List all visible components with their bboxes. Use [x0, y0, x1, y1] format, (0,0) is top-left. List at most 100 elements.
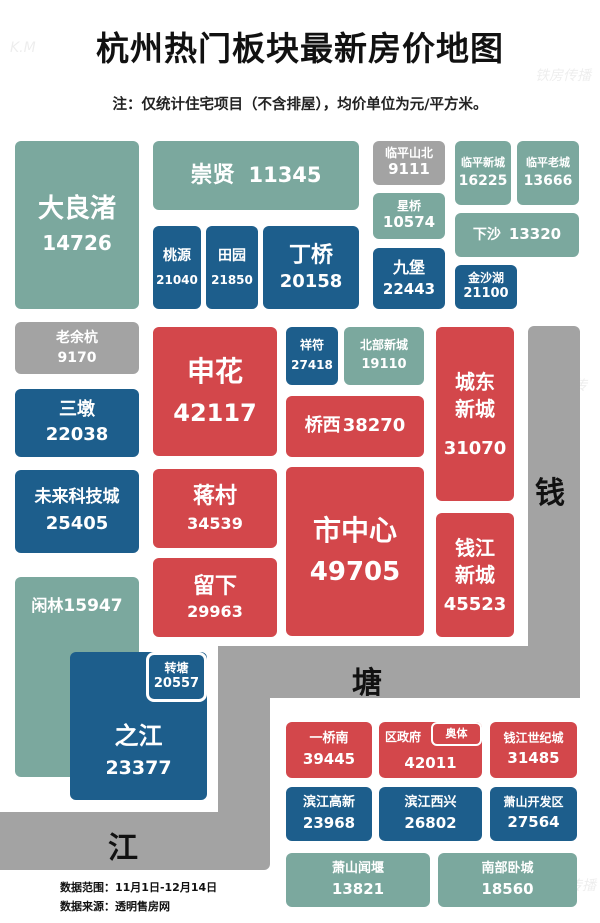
block-price: 26802: [404, 813, 457, 832]
block-price: 42011: [404, 753, 457, 772]
block-price: 27418: [291, 358, 333, 372]
block-jinshahu[interactable]: 金沙湖 21100: [455, 265, 517, 309]
data-range-note: 数据范围：11月1日-12月14日: [60, 881, 218, 894]
block-price: 21100: [463, 286, 509, 302]
block-qianjiangxincheng[interactable]: 钱江新城 45523: [436, 513, 514, 637]
block-price: 21040: [156, 272, 198, 287]
block-xingqiao[interactable]: 星桥 10574: [373, 193, 445, 239]
block-price: 31070: [443, 437, 507, 459]
block-price: 23968: [302, 813, 356, 832]
block-price: 9111: [388, 160, 430, 179]
block-price: 42117: [173, 398, 257, 427]
block-price: 13666: [523, 173, 573, 190]
block-name: 大良渚: [37, 193, 116, 224]
block-name: 钱江新城: [455, 535, 495, 587]
block-price: 20557: [153, 676, 200, 692]
block-zhijiang[interactable]: 之江 23377: [70, 652, 207, 800]
block-price: 22038: [45, 424, 109, 445]
river-segment: [0, 812, 270, 870]
river-label: 江: [108, 831, 138, 866]
block-name: 桥西: [304, 415, 341, 437]
block-name: 转塘: [164, 660, 189, 675]
block-laoyuhang[interactable]: 老余杭 9170: [15, 322, 139, 374]
block-binjianggaoxin[interactable]: 滨江高新 23968: [286, 787, 372, 841]
block-name: 一桥南: [309, 730, 349, 746]
block-name: 申花: [186, 354, 243, 388]
block-linpingshanbei[interactable]: 临平山北 9111: [373, 141, 445, 185]
block-aoti[interactable]: 奥体: [431, 722, 482, 746]
block-xiaoshankaifaqu[interactable]: 萧山开发区 27564: [490, 787, 577, 841]
watermark-text: K.M: [10, 40, 36, 56]
block-name: 留下: [192, 573, 237, 599]
block-price: 39445: [302, 749, 356, 768]
block-name: 萧山闻堰: [331, 860, 384, 876]
block-price: 14726: [42, 231, 112, 256]
block-xiangfu[interactable]: 祥符 27418: [286, 327, 338, 385]
block-name: 钱江世纪城: [503, 731, 564, 746]
block-qiaoxi[interactable]: 桥西 38270: [286, 396, 424, 457]
block-price: 49705: [309, 556, 401, 587]
block-name: 滨江高新: [302, 794, 355, 810]
block-name: 九堡: [392, 257, 425, 277]
block-price: 15947: [63, 596, 123, 616]
block-name: 老余杭: [56, 329, 98, 346]
block-name: 崇贤: [190, 162, 235, 188]
block-jiangcun[interactable]: 蒋村 34539: [153, 469, 277, 548]
block-name: 未来科技城: [34, 487, 120, 508]
block-binjiangxixing[interactable]: 滨江西兴 26802: [379, 787, 482, 841]
block-sandun[interactable]: 三墩 22038: [15, 389, 139, 457]
block-daliangzhu[interactable]: 大良渚 14726: [15, 141, 139, 309]
block-nanbuwocheng[interactable]: 南部卧城 18560: [438, 853, 577, 907]
block-name: 三墩: [59, 399, 95, 421]
block-name: 金沙湖: [467, 270, 504, 285]
block-zhuantang[interactable]: 转塘 20557: [146, 652, 207, 702]
block-name: 城东新城: [455, 369, 495, 421]
block-name: 之江: [114, 721, 163, 750]
block-jiubao[interactable]: 九堡 22443: [373, 248, 445, 309]
block-chongxian[interactable]: 崇贤 11345: [153, 141, 359, 210]
block-name: 祥符: [299, 338, 324, 353]
block-chengdongxincheng[interactable]: 城东新城 31070: [436, 327, 514, 501]
block-xiaoshanwenyan[interactable]: 萧山闻堰 13821: [286, 853, 430, 907]
block-price: 25405: [45, 512, 109, 534]
block-yiqiaonan[interactable]: 一桥南 39445: [286, 722, 372, 778]
block-qianjiangshijicheng[interactable]: 钱江世纪城 31485: [490, 722, 577, 778]
block-price: 11345: [248, 163, 322, 188]
river-label: 塘: [352, 666, 382, 701]
block-price: 10574: [382, 213, 436, 232]
block-name: 丁桥: [288, 242, 333, 268]
map-title: 杭州热门板块最新房价地图: [96, 29, 504, 68]
block-liuxia[interactable]: 留下 29963: [153, 558, 277, 637]
block-price: 27564: [507, 813, 560, 832]
block-name: 北部新城: [359, 337, 408, 352]
block-xiasha[interactable]: 下沙 13320: [455, 213, 579, 257]
block-dingqiao[interactable]: 丁桥 20158: [263, 226, 359, 309]
block-name: 南部卧城: [481, 860, 534, 876]
block-price: 13821: [331, 879, 385, 898]
block-price: 29963: [187, 601, 243, 621]
block-name: 区政府: [385, 730, 422, 744]
block-label: 闲林 15947: [31, 596, 123, 617]
block-name: 闲林: [31, 596, 64, 615]
block-linpinglaocheng[interactable]: 临平老城 13666: [517, 141, 579, 205]
block-name: 下沙: [472, 226, 501, 243]
block-name: 蒋村: [192, 483, 237, 509]
block-shenhua[interactable]: 申花 42117: [153, 327, 277, 456]
block-price: 20158: [279, 270, 343, 292]
map-note: 注：仅统计住宅项目（不含排屋），均价单位为元/平方米。: [112, 97, 488, 113]
river-segment: [218, 646, 580, 698]
block-price: 21850: [211, 272, 253, 287]
block-beibuxincheng[interactable]: 北部新城 19110: [344, 327, 424, 385]
block-name: 临平新城: [461, 155, 505, 169]
block-name: 星桥: [396, 199, 421, 214]
river-segment: [528, 326, 580, 698]
block-price: 16225: [458, 173, 508, 190]
block-linpingxincheng[interactable]: 临平新城 16225: [455, 141, 511, 205]
block-name: 滨江西兴: [404, 794, 457, 810]
block-tianyuan[interactable]: 田园 21850: [206, 226, 258, 309]
block-shizhongxin[interactable]: 市中心 49705: [286, 467, 424, 636]
block-taoyuan[interactable]: 桃源 21040: [153, 226, 201, 309]
block-weilaikejicheng[interactable]: 未来科技城 25405: [15, 470, 139, 553]
block-price: 9170: [57, 350, 97, 366]
block-name: 临平山北: [384, 146, 433, 161]
